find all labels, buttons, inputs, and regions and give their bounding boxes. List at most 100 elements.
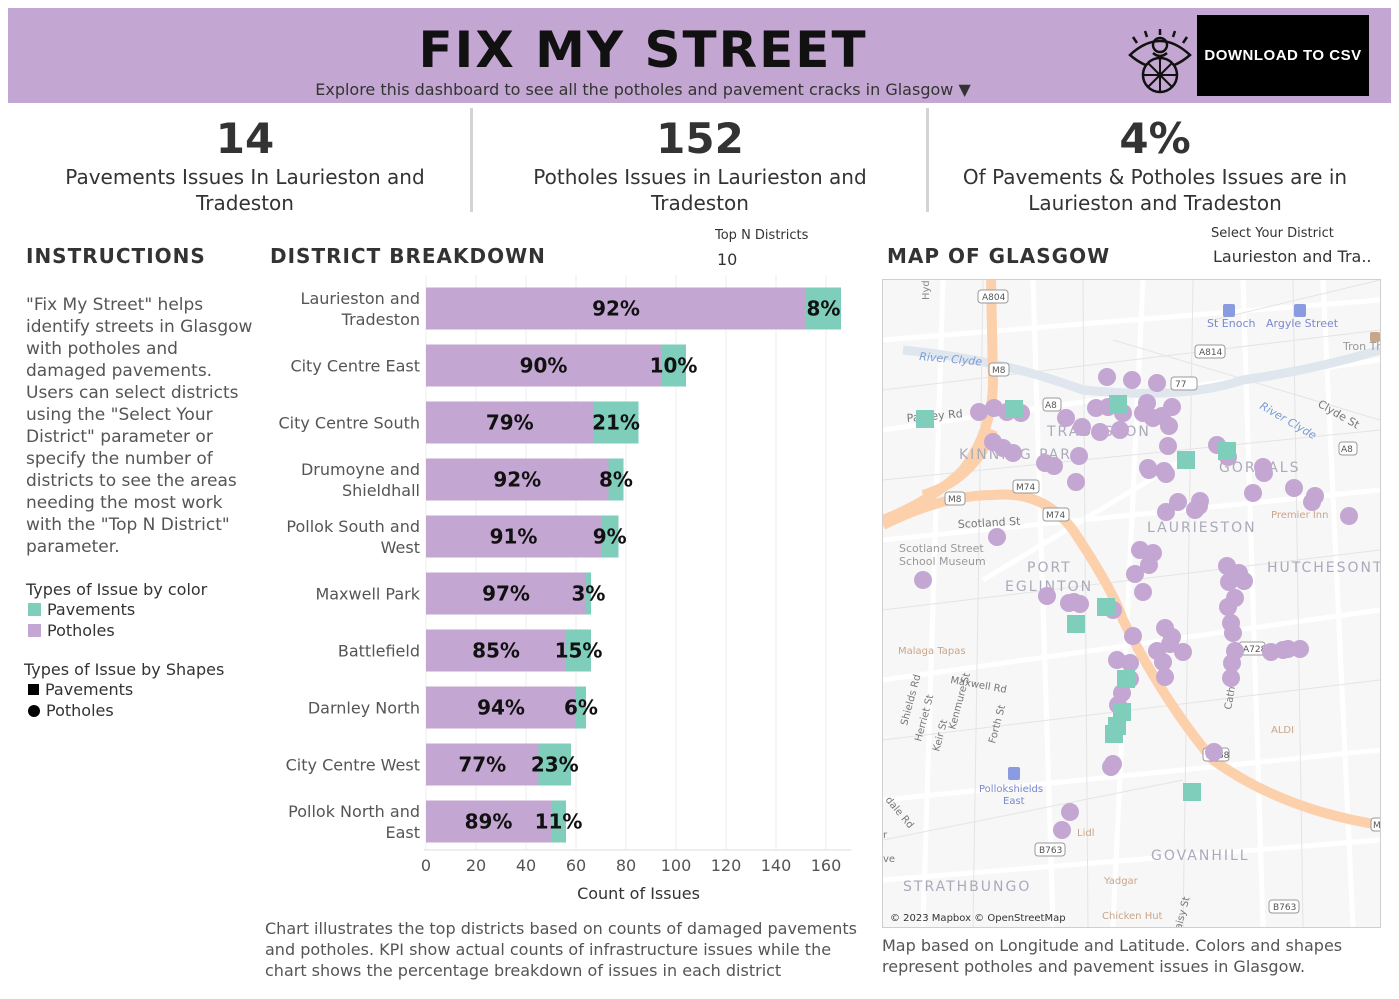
- svg-text:River Clyde: River Clyde: [919, 350, 983, 368]
- pothole-marker[interactable]: [1156, 668, 1174, 686]
- pavement-marker[interactable]: [1218, 442, 1236, 460]
- pothole-bar[interactable]: [426, 401, 594, 444]
- pothole-marker[interactable]: [1219, 598, 1237, 616]
- pothole-marker[interactable]: [1134, 583, 1152, 601]
- pothole-marker[interactable]: [1235, 572, 1253, 590]
- pothole-marker[interactable]: [1067, 473, 1085, 491]
- pothole-marker[interactable]: [1148, 374, 1166, 392]
- pothole-marker[interactable]: [1004, 444, 1022, 462]
- pavement-percent-label: 23%: [531, 753, 579, 777]
- header-banner: FIX MY STREET Explore this dashboard to …: [8, 8, 1391, 103]
- pavement-bar[interactable]: [608, 458, 624, 501]
- pothole-marker[interactable]: [1126, 565, 1144, 583]
- pavement-marker[interactable]: [916, 410, 934, 428]
- pavement-bar[interactable]: [601, 515, 619, 558]
- page-subtitle[interactable]: Explore this dashboard to see all the po…: [315, 80, 971, 99]
- pothole-marker[interactable]: [988, 528, 1006, 546]
- pavement-marker[interactable]: [1177, 451, 1195, 469]
- pavement-marker[interactable]: [1005, 400, 1023, 418]
- legend-potholes-shape[interactable]: Potholes: [28, 701, 114, 720]
- pothole-bar[interactable]: [426, 743, 539, 786]
- pothole-marker[interactable]: [1244, 484, 1262, 502]
- pavement-markers[interactable]: [916, 395, 1236, 801]
- pothole-marker[interactable]: [1060, 594, 1078, 612]
- pothole-marker[interactable]: [1124, 627, 1142, 645]
- pothole-bar[interactable]: [426, 287, 806, 330]
- pavement-marker[interactable]: [1109, 395, 1127, 413]
- pothole-marker[interactable]: [1291, 640, 1309, 658]
- pothole-marker[interactable]: [1174, 643, 1192, 661]
- kpi-divider: [470, 108, 473, 212]
- pothole-marker[interactable]: [1053, 821, 1071, 839]
- pothole-marker[interactable]: [1121, 654, 1139, 672]
- pothole-bar[interactable]: [426, 800, 551, 843]
- svg-text:Scotland Street: Scotland Street: [899, 542, 984, 555]
- pothole-marker[interactable]: [1255, 464, 1273, 482]
- pavement-percent-label: 11%: [535, 810, 583, 834]
- legend-pavements-shape[interactable]: Pavements: [28, 680, 133, 699]
- top-n-input[interactable]: 10: [717, 250, 738, 269]
- pothole-marker[interactable]: [1102, 758, 1120, 776]
- pothole-marker[interactable]: [1220, 573, 1238, 591]
- pothole-marker[interactable]: [1057, 409, 1075, 427]
- pothole-marker[interactable]: [914, 571, 932, 589]
- color-legend-title: Types of Issue by color: [26, 580, 208, 599]
- pothole-marker[interactable]: [1222, 669, 1240, 687]
- pothole-bar[interactable]: [426, 344, 661, 387]
- district-breakdown-title: DISTRICT BREAKDOWN: [270, 244, 546, 268]
- pothole-marker[interactable]: [1190, 497, 1208, 515]
- pavement-bar[interactable]: [576, 686, 586, 729]
- pothole-bar[interactable]: [426, 572, 586, 615]
- legend-potholes-color[interactable]: Potholes: [28, 621, 115, 640]
- download-csv-button[interactable]: DOWNLOAD TO CSV: [1197, 15, 1369, 96]
- pothole-marker[interactable]: [1155, 462, 1173, 480]
- pothole-marker[interactable]: [1098, 368, 1116, 386]
- pothole-marker[interactable]: [1154, 653, 1172, 671]
- pothole-marker[interactable]: [1091, 423, 1109, 441]
- pothole-marker[interactable]: [1111, 421, 1129, 439]
- pavement-marker[interactable]: [1113, 703, 1131, 721]
- pothole-marker[interactable]: [1070, 447, 1088, 465]
- pavement-marker[interactable]: [1067, 615, 1085, 633]
- pavement-bar[interactable]: [566, 629, 591, 672]
- pothole-marker[interactable]: [1045, 457, 1063, 475]
- pothole-marker[interactable]: [1073, 418, 1091, 436]
- pothole-marker[interactable]: [1169, 493, 1187, 511]
- pothole-marker[interactable]: [1160, 417, 1178, 435]
- pothole-bar[interactable]: [426, 686, 576, 729]
- pothole-marker[interactable]: [1140, 556, 1158, 574]
- district-select[interactable]: Laurieston and Tra..: [1213, 247, 1372, 266]
- pothole-marker[interactable]: [1038, 587, 1056, 605]
- pothole-marker[interactable]: [1285, 479, 1303, 497]
- pothole-marker[interactable]: [1139, 459, 1157, 477]
- pavement-marker[interactable]: [1183, 783, 1201, 801]
- pavement-bar[interactable]: [551, 800, 566, 843]
- map-canvas[interactable]: A804 A814 M8 A8 A8 M8 M74 M74 B763 B763 …: [883, 280, 1380, 927]
- pavement-bar[interactable]: [593, 401, 639, 444]
- pothole-marker[interactable]: [1340, 507, 1358, 525]
- pavement-bar[interactable]: [661, 344, 686, 387]
- legend-pavements-color[interactable]: Pavements: [28, 600, 135, 619]
- svg-text:B763: B763: [1273, 903, 1296, 913]
- pothole-marker[interactable]: [1223, 654, 1241, 672]
- pothole-marker[interactable]: [970, 403, 988, 421]
- pothole-marker[interactable]: [1224, 624, 1242, 642]
- pavement-bar[interactable]: [806, 287, 841, 330]
- pothole-bar[interactable]: [426, 458, 609, 501]
- svg-text:St Enoch: St Enoch: [1207, 317, 1255, 330]
- pothole-marker[interactable]: [1159, 437, 1177, 455]
- glasgow-map[interactable]: A804 A814 M8 A8 A8 M8 M74 M74 B763 B763 …: [882, 279, 1381, 928]
- pothole-marker[interactable]: [1205, 743, 1223, 761]
- pothole-marker[interactable]: [1157, 503, 1175, 521]
- pavement-marker[interactable]: [1105, 725, 1123, 743]
- pothole-bar[interactable]: [426, 629, 566, 672]
- x-tick-label: 40: [516, 856, 536, 875]
- pavement-bar[interactable]: [586, 572, 591, 615]
- pothole-marker[interactable]: [1061, 803, 1079, 821]
- pavement-bar[interactable]: [538, 743, 572, 786]
- pothole-marker[interactable]: [1123, 371, 1141, 389]
- pothole-bar[interactable]: [426, 515, 601, 558]
- pavement-marker[interactable]: [1097, 598, 1115, 616]
- pavement-marker[interactable]: [1117, 670, 1135, 688]
- pothole-marker[interactable]: [1303, 493, 1321, 511]
